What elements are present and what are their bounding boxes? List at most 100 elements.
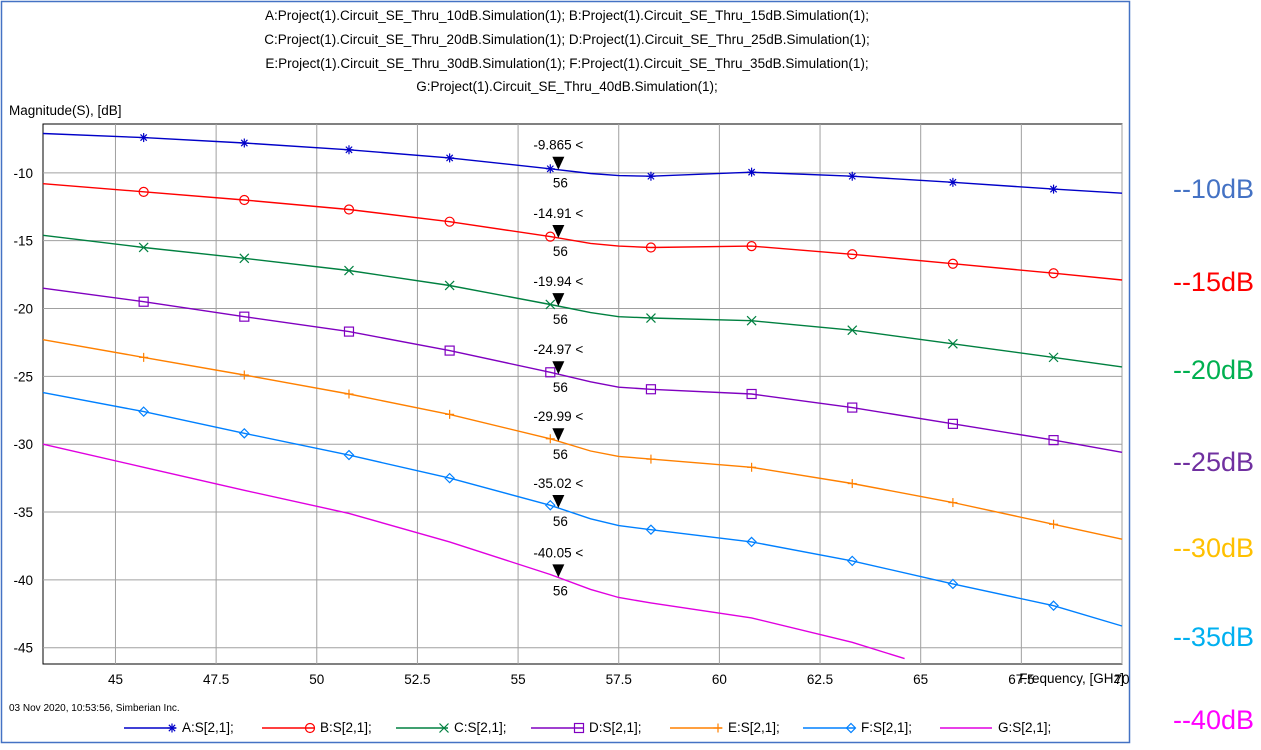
series-point — [343, 449, 355, 461]
footer-timestamp: 03 Nov 2020, 10:53:56, Simberian Inc. — [9, 703, 180, 714]
x-tick-labels: 45 47.5 50 52.5 55 57.5 60 62.5 65 67.5 70 — [108, 672, 1130, 687]
point-diamond — [238, 427, 250, 439]
point-circle — [1048, 268, 1059, 279]
point-stroke — [647, 172, 655, 180]
series-point — [545, 164, 555, 174]
marker-value-label: -29.99 < — [533, 409, 583, 424]
legend-entry: F:S[2,1]; — [803, 720, 912, 735]
side-label: --20dB — [1173, 355, 1254, 385]
point-diamond — [1048, 600, 1059, 612]
series-point — [344, 145, 354, 155]
y-tick-label: -10 — [13, 166, 33, 181]
series-point — [1048, 352, 1059, 363]
x-tick-label: 62.5 — [807, 672, 833, 687]
series-point — [167, 723, 177, 733]
series-f — [42, 391, 1123, 627]
series-point — [444, 345, 455, 356]
point-diamond — [746, 536, 757, 548]
series-point — [138, 186, 149, 197]
marker-x-label: 56 — [553, 447, 568, 462]
series-point — [847, 479, 857, 489]
series-point — [947, 418, 959, 429]
point-stroke — [344, 265, 354, 276]
point-circle — [138, 186, 149, 197]
series-point — [747, 167, 757, 177]
grid-layer — [43, 124, 1123, 664]
series-line — [42, 287, 1123, 453]
side-label: --15dB — [1173, 267, 1254, 297]
legend-label: D:S[2,1]; — [589, 720, 642, 735]
series-point — [445, 409, 455, 419]
series-point — [948, 177, 958, 187]
point-diamond — [947, 578, 959, 590]
point-square — [1048, 435, 1059, 446]
series-point — [239, 138, 249, 148]
point-stroke — [546, 165, 554, 173]
point-square — [239, 311, 250, 322]
x-tick-label: 60 — [712, 672, 727, 687]
series-point — [545, 367, 556, 378]
readout-marker: -14.91 < 56 — [533, 206, 583, 259]
series-point — [947, 258, 959, 269]
point-square — [645, 384, 657, 395]
series-point — [573, 722, 585, 734]
series-c — [42, 234, 1123, 368]
x-tick-label: 70 — [1114, 672, 1129, 687]
series-point — [138, 242, 149, 253]
marker-triangle — [552, 361, 565, 375]
header-line: A:Project(1).Circuit_SE_Thru_10dB.Simula… — [265, 8, 869, 23]
point-stroke — [168, 724, 176, 732]
series-line — [42, 234, 1123, 368]
point-diamond — [544, 499, 556, 511]
point-circle — [847, 249, 858, 260]
series-point — [545, 231, 556, 242]
marker-x-label: 56 — [553, 244, 568, 259]
header-line: G:Project(1).Circuit_SE_Thru_40dB.Simula… — [416, 79, 718, 94]
point-stroke — [848, 172, 856, 180]
series-point — [444, 216, 455, 227]
series-point — [746, 315, 757, 326]
y-axis-title: Magnitude(S), [dB] — [9, 103, 122, 118]
legend: A:S[2,1]; B:S[2,1]; C:S[2,1]; D:S[2,1]; E:S[… — [124, 720, 1051, 735]
series-point — [713, 723, 723, 733]
point-square — [947, 418, 959, 429]
point-stroke — [847, 325, 858, 336]
marker-triangle — [552, 494, 565, 508]
series-point — [746, 241, 757, 252]
point-circle — [343, 204, 355, 215]
series-point — [343, 204, 355, 215]
marker-value-label: -19.94 < — [533, 274, 583, 289]
series-point — [544, 499, 556, 511]
series-e — [42, 339, 1123, 540]
series-point — [444, 280, 455, 291]
marker-x-label: 56 — [553, 583, 568, 598]
x-tick-label: 52.5 — [404, 672, 430, 687]
y-tick-label: -20 — [13, 302, 33, 317]
marker-x-label: 56 — [553, 514, 568, 529]
series-point — [646, 454, 656, 464]
marker-triangle — [552, 564, 565, 578]
marker-triangle — [552, 224, 565, 238]
side-label: --25dB — [1173, 447, 1254, 477]
side-label: --30dB — [1173, 533, 1254, 563]
readout-marker: -29.99 < 56 — [533, 409, 583, 462]
y-tick-label: -30 — [13, 437, 33, 452]
legend-entry: C:S[2,1]; — [396, 720, 507, 735]
series-point — [847, 171, 857, 181]
x-tick-label: 67.5 — [1008, 672, 1034, 687]
series-point — [1049, 184, 1059, 194]
series-point — [645, 384, 657, 395]
marker-value-label: -24.97 < — [533, 342, 583, 357]
point-stroke — [239, 253, 250, 264]
y-tick-label: -40 — [13, 573, 33, 588]
series-layer — [42, 132, 1123, 660]
point-stroke — [240, 139, 248, 147]
marker-x-label: 56 — [553, 380, 568, 395]
point-stroke — [1048, 352, 1059, 363]
point-square — [444, 345, 455, 356]
point-stroke — [345, 146, 353, 154]
series-point — [238, 427, 250, 439]
y-tick-label: -35 — [13, 505, 33, 520]
marker-value-label: -40.05 < — [533, 545, 583, 560]
point-diamond — [645, 524, 657, 536]
